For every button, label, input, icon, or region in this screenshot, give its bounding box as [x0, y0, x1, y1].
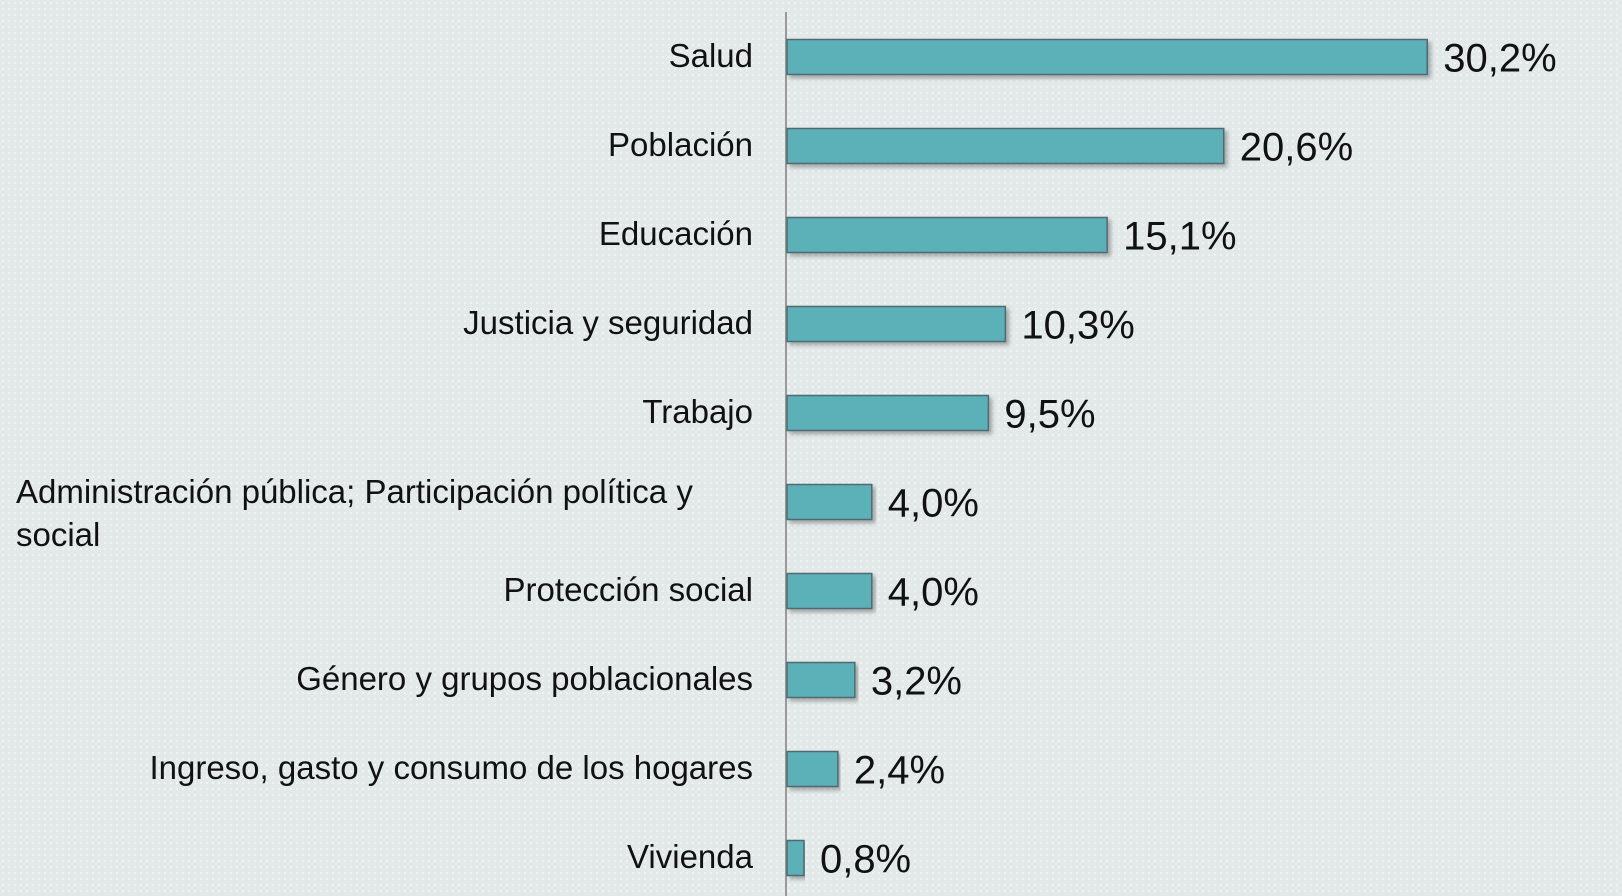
- category-label: Educación: [598, 214, 753, 252]
- value-label: 10,3%: [1021, 304, 1134, 348]
- category-label: Trabajo: [642, 392, 753, 430]
- bar: [786, 661, 856, 699]
- value-label: 4,0%: [888, 482, 979, 526]
- value-label: 9,5%: [1004, 393, 1095, 437]
- bar: [786, 127, 1225, 165]
- value-label: 30,2%: [1443, 37, 1556, 81]
- category-label: Vivienda: [627, 837, 753, 875]
- category-label: Administración pública; Participación po…: [16, 473, 693, 553]
- value-label: 0,8%: [820, 838, 911, 882]
- category-label: Protección social: [503, 570, 753, 608]
- bar: [786, 483, 873, 521]
- value-label: 2,4%: [854, 749, 945, 793]
- category-label: Género y grupos poblacionales: [296, 659, 753, 697]
- bar: [786, 305, 1007, 343]
- bar: [786, 394, 990, 432]
- value-label: 15,1%: [1123, 215, 1236, 259]
- value-label: 4,0%: [888, 571, 979, 615]
- category-label: Salud: [668, 36, 753, 74]
- bar: [786, 572, 873, 610]
- value-label: 3,2%: [871, 660, 962, 704]
- value-label: 20,6%: [1240, 126, 1353, 170]
- bar: [786, 750, 839, 788]
- category-label: Justicia y seguridad: [463, 303, 753, 341]
- category-label: Ingreso, gasto y consumo de los hogares: [149, 748, 753, 786]
- bar: [786, 216, 1108, 254]
- bar: [786, 839, 805, 877]
- bar: [786, 38, 1428, 76]
- category-label: Población: [608, 125, 753, 163]
